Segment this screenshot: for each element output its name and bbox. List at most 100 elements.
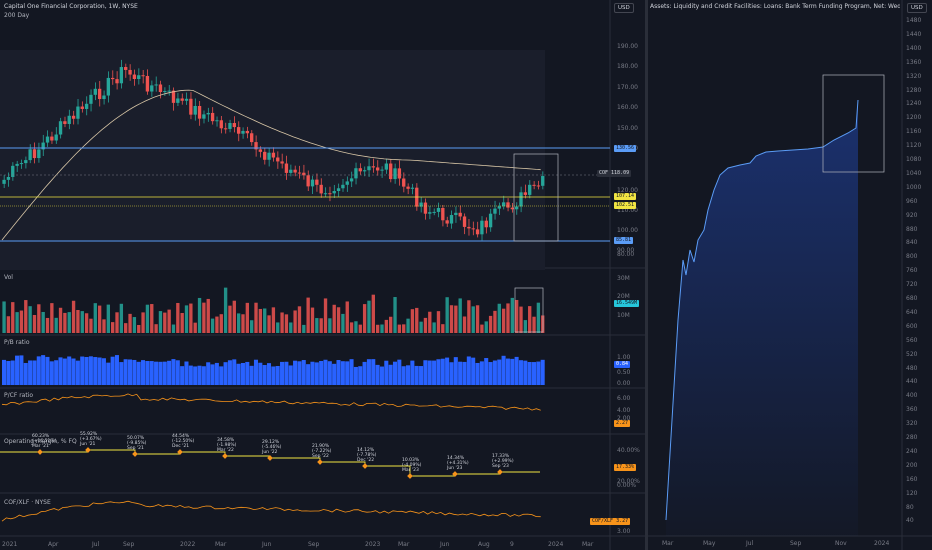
volume-bar [506, 303, 510, 333]
volume-bar [536, 302, 541, 333]
pe-label: P/CF ratio [4, 392, 34, 399]
pb-column [271, 366, 276, 385]
candle-body [519, 192, 523, 207]
volume-bar [328, 318, 332, 333]
pb-column [432, 360, 437, 385]
om-marker [222, 453, 228, 459]
pb-column [253, 359, 258, 385]
candle-body [328, 193, 332, 195]
volume-axis-label: 30M [617, 275, 630, 282]
pb-column [379, 366, 384, 385]
volume-bar [480, 324, 484, 333]
pb-column [58, 357, 63, 385]
right-chart-pane[interactable]: Assets: Liquidity and Credit Facilities:… [648, 0, 932, 550]
right-time-axis-label: Sep [790, 540, 802, 547]
pb-column [197, 365, 202, 385]
right-chart-canvas[interactable] [648, 0, 932, 550]
candle-body [11, 165, 15, 177]
om-annotation-value: 29.12% [262, 440, 280, 445]
pb-column [319, 360, 324, 385]
volume-bar [293, 310, 297, 333]
volume-bar [84, 313, 89, 333]
candle-body [484, 220, 488, 228]
pb-column [201, 366, 206, 385]
pb-column [345, 361, 350, 385]
candle-body [258, 149, 263, 152]
volume-bar [167, 309, 171, 333]
pb-column [206, 362, 211, 385]
pb-column [536, 361, 541, 385]
pb-column [88, 356, 93, 385]
om-marker [362, 463, 368, 469]
candle-body [306, 175, 310, 187]
candle-body [506, 202, 510, 208]
volume-bar [63, 312, 67, 333]
left-chart-pane[interactable]: Capital One Financial Corporation, 1W, N… [0, 0, 645, 550]
left-chart-canvas[interactable] [0, 0, 645, 550]
pb-column [180, 366, 185, 385]
pb-column [214, 362, 219, 385]
pb-column [240, 362, 245, 385]
pb-column [371, 359, 376, 385]
pb-column [145, 360, 150, 385]
price-tag-level-top: 130.56 [614, 145, 637, 152]
pb-column [427, 360, 432, 385]
right-selection-rectangle [822, 74, 885, 173]
om-axis-label: 40.00% [617, 447, 640, 454]
volume-axis-label: 10M [617, 312, 630, 319]
volume-bar [89, 318, 93, 333]
candle-body [228, 123, 232, 129]
pb-column [154, 361, 159, 385]
om-annotation: 34.58% (-1.98%) Mar '22 [217, 438, 236, 453]
pb-column [375, 364, 380, 385]
candle-body [362, 170, 367, 172]
pane-divider[interactable] [645, 0, 648, 550]
volume-bar [215, 316, 219, 333]
pb-column [392, 361, 398, 385]
candle-body [445, 220, 449, 224]
pb-column [462, 361, 467, 385]
pb-column [54, 360, 59, 385]
pe-axis-label: 2.00 [617, 415, 631, 422]
om-axis-label: 0.00% [617, 482, 637, 489]
left-currency-button[interactable]: USD [614, 3, 634, 13]
om-annotation-value: 34.58% [217, 438, 235, 443]
pb-column [514, 356, 519, 385]
candle-body [150, 85, 154, 92]
candle-body [462, 216, 467, 227]
candle-body [45, 136, 50, 143]
candle-body [137, 75, 141, 79]
candle-body [19, 163, 24, 165]
volume-axis-label: 20M [617, 293, 630, 300]
volume-bar [158, 311, 163, 333]
candle-body [336, 188, 341, 191]
volume-bar [2, 301, 6, 333]
volume-bar [58, 307, 63, 333]
right-price-axis-label: 960 [906, 197, 918, 205]
om-annotation-date: Sep '22 [312, 454, 329, 459]
candle-body [297, 172, 302, 174]
pb-column [280, 361, 285, 385]
pb-column [353, 366, 358, 385]
pb-column [245, 361, 250, 385]
candle-body [323, 193, 328, 195]
candle-body [197, 105, 202, 119]
candle-body [406, 186, 410, 189]
price-axis-label: 100.00 [617, 227, 638, 234]
right-currency-button[interactable]: USD [907, 3, 927, 13]
pb-column [414, 365, 419, 385]
time-axis-label: 9 [510, 541, 514, 548]
candle-body [254, 142, 258, 150]
volume-bar [471, 306, 475, 333]
pb-column [2, 359, 7, 385]
pb-column [440, 358, 445, 385]
right-price-axis-label: 920 [906, 211, 918, 219]
candle-body [349, 178, 354, 182]
candle-body [154, 84, 158, 86]
time-axis-label: Jul [92, 541, 100, 548]
om-annotation-value: 21.90% [312, 444, 330, 449]
om-annotation-change: (-4.09%) [402, 463, 422, 468]
pb-column [184, 361, 189, 385]
volume-bar [15, 312, 19, 333]
pb-column [510, 358, 515, 385]
